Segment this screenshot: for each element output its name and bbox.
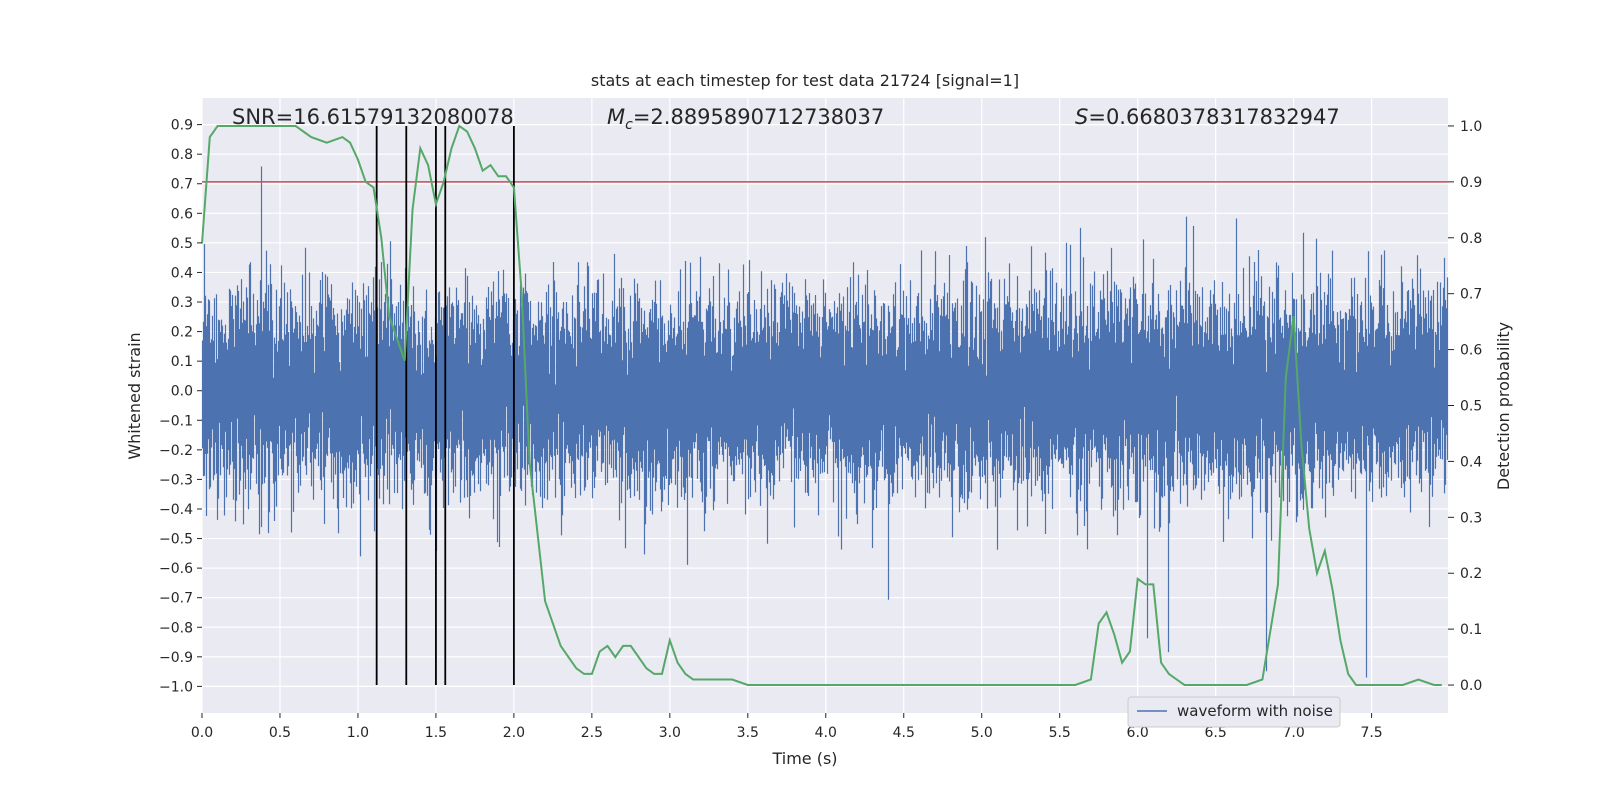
probability-series	[201, 124, 1442, 686]
x-tick-label: 6.0	[1127, 725, 1149, 741]
legend: waveform with noise	[1127, 696, 1341, 728]
chirp-mass-symbol: M	[607, 105, 625, 129]
left-y-tick-label: 0.0	[171, 384, 193, 400]
right-y-tick-label: 0.1	[1460, 622, 1482, 638]
left-y-tick-label: −0.9	[159, 650, 193, 666]
right-y-tick-label: 0.4	[1460, 454, 1482, 470]
chirp-mass-value: =2.8895890712738037	[633, 105, 884, 129]
legend-label: waveform with noise	[1177, 702, 1333, 720]
x-tick-label: 4.5	[893, 725, 915, 741]
left-y-tick-label: −0.2	[159, 443, 193, 459]
right-y-tick-label: 0.5	[1460, 399, 1482, 415]
right-y-tick-label: 0.2	[1460, 566, 1482, 582]
chirp-mass-subscript: c	[625, 117, 633, 133]
s-annotation: S=0.6680378317832947	[1075, 105, 1340, 129]
right-y-tick-label: 1.0	[1460, 119, 1482, 135]
x-tick-label: 5.0	[971, 725, 993, 741]
right-y-tick-label: 0.6	[1460, 343, 1482, 359]
legend-box	[1127, 696, 1341, 728]
left-y-axis-ticks: 0.9 0.8 0.7 0.6 0.5 0.4 0.3 0.2 0.1 0.0 −0.1 −0.2 −0…	[159, 118, 202, 695]
left-y-tick-label: −0.8	[159, 620, 193, 636]
waveform-series	[201, 166, 1449, 678]
left-y-tick-label: −0.5	[159, 532, 193, 548]
x-tick-label: 2.0	[503, 725, 525, 741]
left-y-tick-label: −0.1	[159, 413, 193, 429]
left-y-tick-label: 0.3	[171, 295, 193, 311]
left-y-tick-label: −0.3	[159, 472, 193, 488]
left-y-tick-label: 0.7	[171, 177, 193, 193]
x-tick-label: 5.5	[1049, 725, 1071, 741]
x-tick-label: 2.5	[581, 725, 603, 741]
s-value: =0.6680378317832947	[1088, 105, 1339, 129]
event-lines	[375, 125, 515, 686]
left-y-tick-label: 0.1	[171, 354, 193, 370]
left-y-axis-label: Whitened strain	[125, 332, 144, 459]
chart-title: stats at each timestep for test data 217…	[591, 71, 1019, 90]
right-y-axis-ticks: 1.0 0.9 0.8 0.7 0.6 0.5 0.4 0.3 0.2 0.1 0.0	[1448, 119, 1482, 694]
x-tick-label: 0.0	[191, 725, 213, 741]
x-axis-label: Time (s)	[771, 749, 837, 768]
x-axis-ticks: 0.0 0.5 1.0 1.5 2.0 2.5 3.0 3.5 4.0 4.5 5.0 5.5 6.0 6…	[191, 713, 1383, 741]
right-y-tick-label: 0.3	[1460, 510, 1482, 526]
left-y-tick-label: 0.9	[171, 118, 193, 134]
x-tick-label: 1.0	[347, 725, 369, 741]
x-tick-label: 0.5	[269, 725, 291, 741]
left-y-tick-label: 0.2	[171, 325, 193, 341]
x-tick-label: 7.0	[1282, 725, 1304, 741]
left-y-tick-label: −0.4	[159, 502, 193, 518]
left-y-tick-label: 0.8	[171, 147, 193, 163]
s-symbol: S	[1075, 105, 1088, 129]
waveform-path	[201, 166, 1449, 678]
x-tick-label: 6.5	[1205, 725, 1227, 741]
left-y-tick-label: 0.4	[171, 265, 193, 281]
left-y-tick-label: −1.0	[159, 679, 193, 695]
right-y-axis-label: Detection probability	[1494, 322, 1513, 490]
left-y-tick-label: −0.6	[159, 561, 193, 577]
snr-annotation: SNR=16.61579132080078	[232, 105, 514, 129]
right-y-tick-label: 0.7	[1460, 287, 1482, 303]
x-tick-label: 1.5	[425, 725, 447, 741]
left-y-tick-label: 0.5	[171, 236, 193, 252]
x-tick-label: 3.5	[737, 725, 759, 741]
left-y-tick-label: −0.7	[159, 591, 193, 607]
right-y-tick-label: 0.8	[1460, 231, 1482, 247]
right-y-tick-label: 0.0	[1460, 678, 1482, 694]
right-y-tick-label: 0.9	[1460, 175, 1482, 191]
x-tick-label: 3.0	[659, 725, 681, 741]
left-y-tick-label: 0.6	[171, 206, 193, 222]
chirp-mass-annotation: Mc=2.8895890712738037	[607, 105, 884, 133]
x-tick-label: 7.5	[1360, 725, 1382, 741]
x-tick-label: 4.0	[815, 725, 837, 741]
